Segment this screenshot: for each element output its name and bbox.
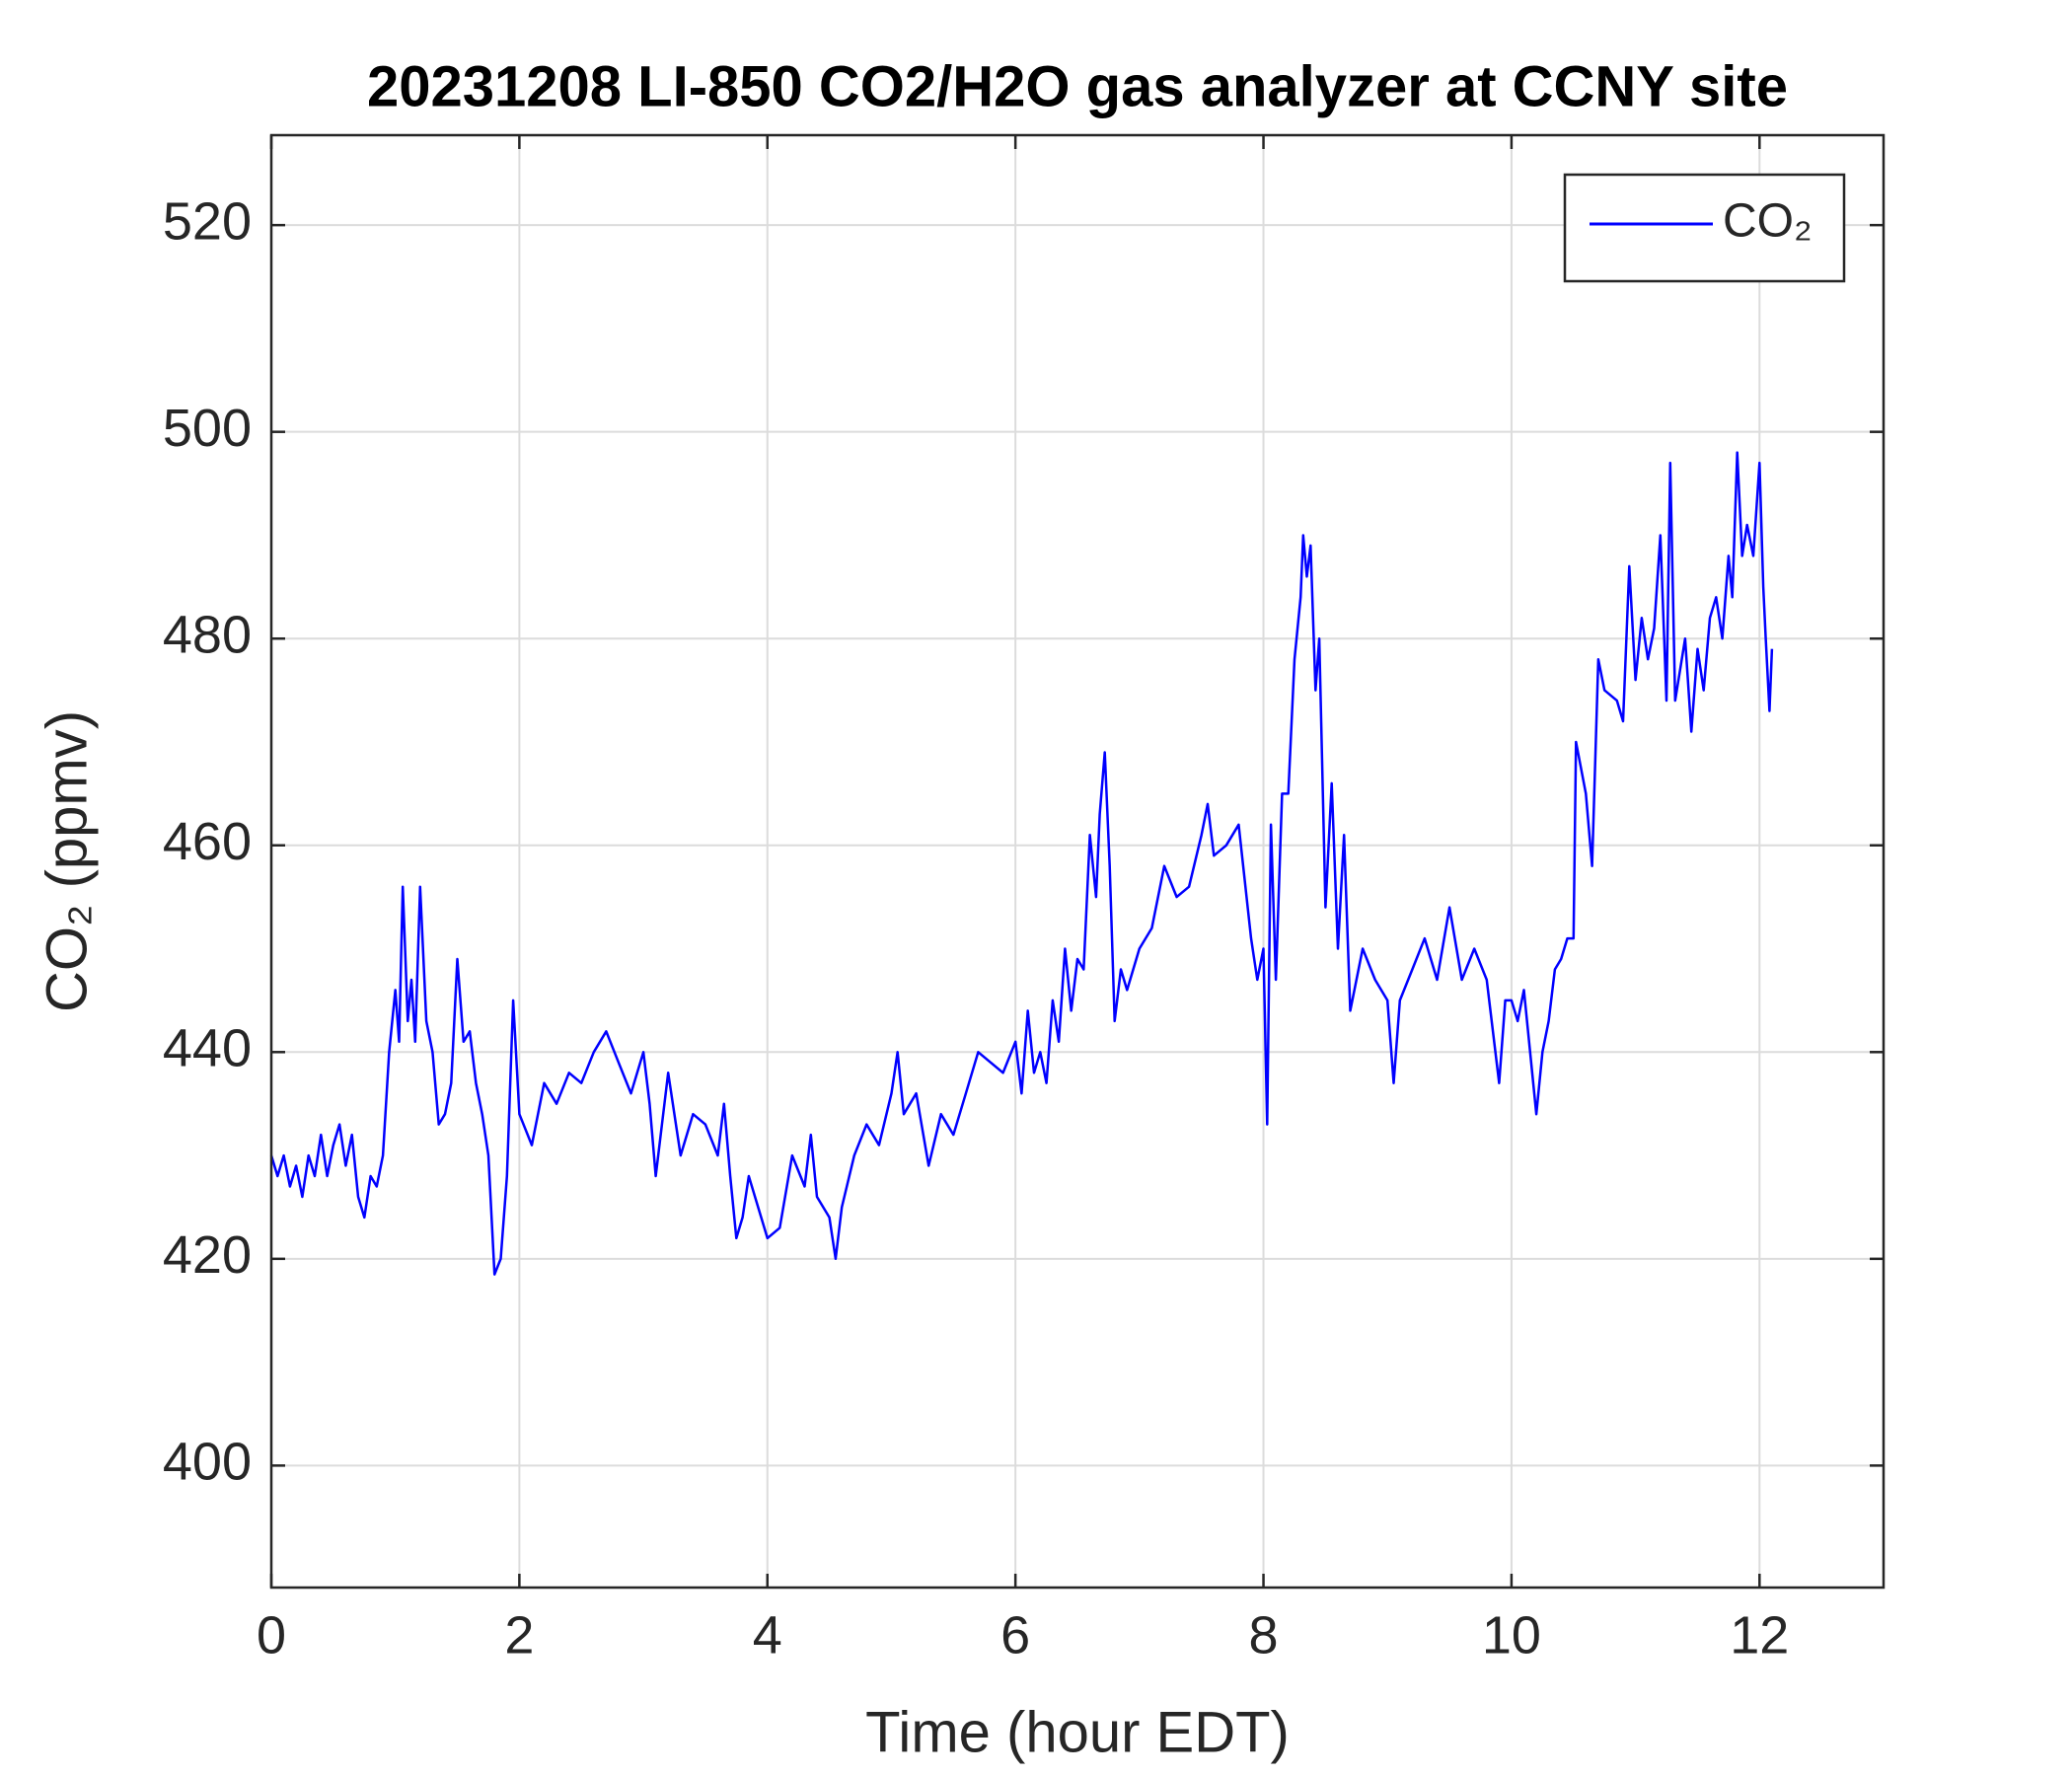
y-tick-label: 520 <box>163 191 252 251</box>
x-tick-label: 8 <box>1249 1605 1279 1665</box>
x-axis-label: Time (hour EDT) <box>865 1700 1290 1764</box>
axes-box <box>269 133 1886 1590</box>
y-tick-label: 500 <box>163 399 252 458</box>
legend-box <box>1563 173 1846 283</box>
x-tick-label: 2 <box>504 1605 534 1665</box>
plot-area <box>269 133 1886 1590</box>
legend-label: CO₂ <box>1723 195 1813 248</box>
y-tick-label: 460 <box>163 812 252 871</box>
y-tick-label: 400 <box>163 1433 252 1492</box>
chart-title: 20231208 LI-850 CO2/H2O gas analyzer at … <box>367 54 1788 118</box>
y-tick-label: 440 <box>163 1019 252 1078</box>
y-axis-label: CO₂ (ppmv) <box>35 710 99 1012</box>
y-tick-label: 420 <box>163 1225 252 1285</box>
y-tick-label: 480 <box>163 605 252 664</box>
x-tick-label: 12 <box>1730 1605 1789 1665</box>
x-tick-label: 0 <box>257 1605 286 1665</box>
x-tick-label: 6 <box>1000 1605 1030 1665</box>
data-line <box>269 451 1774 1276</box>
x-tick-label: 4 <box>753 1605 782 1665</box>
x-tick-label: 10 <box>1482 1605 1541 1665</box>
